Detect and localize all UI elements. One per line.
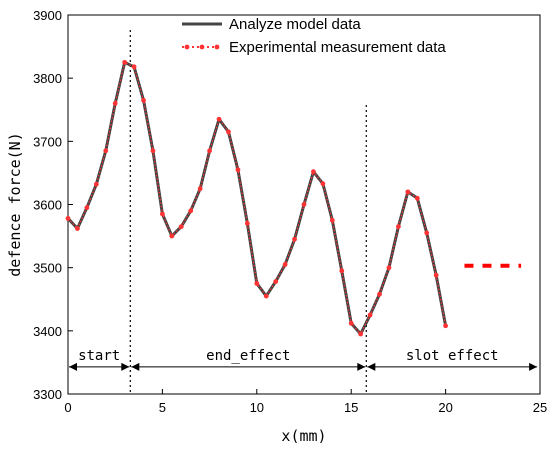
legend: Analyze model data Experimental measurem…	[182, 16, 446, 56]
region-arrow-head-right	[121, 362, 130, 371]
series-line-analyze-model	[66, 60, 448, 336]
data-point-experimental	[160, 211, 165, 217]
region-label: end_effect	[206, 348, 290, 364]
data-point-experimental	[131, 64, 137, 70]
data-point-experimental	[103, 148, 109, 154]
x-tick-label: 10	[250, 400, 264, 415]
data-point-experimental	[197, 186, 203, 192]
x-tick-label: 20	[438, 400, 452, 415]
data-point-experimental	[414, 195, 420, 201]
data-point-experimental	[358, 331, 364, 337]
marks-layer: start end_effect slot effect	[65, 30, 538, 394]
data-point-experimental	[348, 320, 354, 326]
x-tick-label: 0	[64, 400, 71, 415]
data-point-experimental	[188, 208, 194, 214]
data-point-experimental	[254, 281, 260, 286]
data-point-experimental	[396, 224, 401, 230]
y-axis-title: defence force(N)	[6, 132, 24, 277]
data-point-experimental	[75, 226, 80, 231]
x-tick-label: 5	[159, 400, 166, 415]
data-point-experimental	[65, 215, 71, 221]
y-tick-label: 3600	[33, 198, 62, 213]
data-point-experimental	[150, 148, 156, 154]
data-point-experimental	[169, 233, 175, 239]
axes-layer: 0 5 10 15 20 25 3300 3400 3500 3600 3700 3800 3900	[33, 8, 547, 415]
data-point-experimental	[320, 181, 326, 187]
y-tick-label: 3900	[33, 8, 62, 23]
x-tick-label: 15	[344, 400, 358, 415]
data-point-experimental	[178, 224, 184, 230]
data-point-experimental	[329, 217, 335, 223]
region-arrow-head-right	[529, 362, 538, 371]
data-point-experimental	[339, 268, 345, 274]
legend-marker	[199, 44, 205, 50]
region-label: start	[78, 348, 120, 364]
data-point-experimental	[263, 293, 269, 299]
data-point-experimental	[311, 169, 316, 175]
region-label: slot effect	[406, 348, 499, 364]
data-point-experimental	[301, 202, 307, 207]
region-arrow-head-left	[367, 362, 376, 371]
data-point-experimental	[282, 262, 288, 267]
y-tick-label: 3700	[33, 134, 62, 149]
data-point-experimental	[273, 279, 279, 284]
legend-marker	[214, 44, 220, 50]
data-point-experimental	[424, 230, 430, 236]
data-point-experimental	[386, 265, 392, 271]
legend-swatch-markers	[184, 44, 220, 50]
legend-marker	[184, 44, 190, 50]
region-arrow-head-right	[357, 362, 366, 371]
legend-label-analyze-model: Analyze model data	[229, 16, 361, 33]
data-point-experimental	[433, 272, 439, 278]
data-point-experimental	[93, 181, 99, 187]
data-point-experimental	[226, 129, 231, 135]
y-tick-label: 3800	[33, 71, 62, 86]
data-point-experimental	[112, 101, 118, 106]
data-point-experimental	[216, 116, 222, 122]
y-tick-label: 3500	[33, 261, 62, 276]
data-point-experimental	[141, 97, 146, 103]
data-point-experimental	[122, 59, 128, 65]
data-point-experimental	[377, 291, 382, 297]
x-tick-label: 25	[533, 400, 547, 415]
y-tick-label: 3400	[33, 324, 62, 339]
region-arrow-head-left	[69, 362, 77, 371]
data-point-experimental	[235, 167, 241, 173]
data-point-experimental	[367, 312, 373, 318]
data-point-experimental	[207, 148, 213, 154]
data-point-experimental	[405, 189, 411, 195]
data-point-experimental	[244, 221, 250, 226]
y-tick-label: 3300	[33, 387, 62, 402]
data-point-experimental	[84, 205, 90, 211]
legend-label-experimental: Experimental measurement data	[229, 39, 446, 56]
x-axis-title: x(mm)	[281, 427, 326, 445]
region-arrow-head-left	[131, 362, 140, 371]
data-point-experimental	[443, 323, 448, 329]
data-point-experimental	[292, 236, 297, 242]
series-line-experimental	[67, 61, 447, 336]
